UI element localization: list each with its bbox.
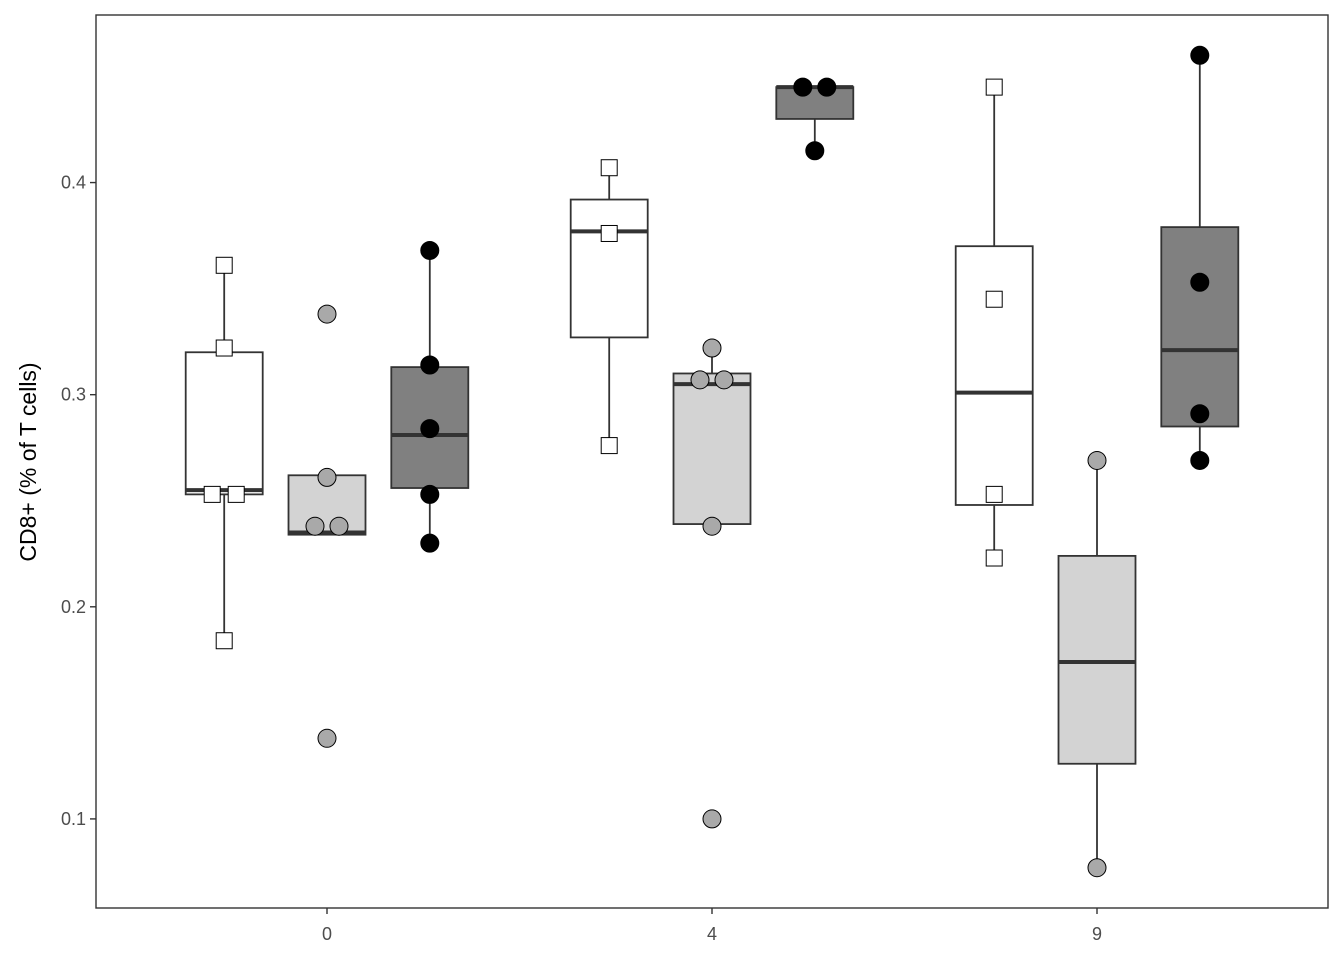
data-point <box>420 484 440 504</box>
data-point <box>420 355 440 375</box>
data-point <box>985 290 1003 308</box>
data-point <box>1190 404 1210 424</box>
data-point <box>1190 272 1210 292</box>
data-point <box>227 485 245 503</box>
data-point <box>1087 450 1107 470</box>
boxes-layer <box>184 55 1240 868</box>
box-series-2-cat-4 <box>775 85 855 151</box>
data-point <box>817 77 837 97</box>
x-tick-label: 9 <box>1092 924 1102 944</box>
box-iqr <box>569 198 649 339</box>
y-tick-label: 0.4 <box>61 173 86 193</box>
data-point <box>985 549 1003 567</box>
data-point <box>600 224 618 242</box>
box-series-0-cat-9 <box>954 87 1034 559</box>
data-point <box>215 256 233 274</box>
data-point <box>805 141 825 161</box>
data-point <box>702 516 722 536</box>
data-point <box>317 304 337 324</box>
data-point <box>1190 450 1210 470</box>
data-point <box>317 728 337 748</box>
data-point <box>420 240 440 260</box>
box-iqr <box>775 86 855 120</box>
data-point <box>203 485 221 503</box>
box-series-0-cat-0 <box>184 265 264 641</box>
data-point <box>215 339 233 357</box>
data-point <box>317 467 337 487</box>
box-iqr <box>1057 554 1137 765</box>
data-point <box>793 77 813 97</box>
x-axis: 0 4 9 <box>322 908 1102 944</box>
box-series-2-cat-9 <box>1160 55 1240 461</box>
x-tick-label: 4 <box>707 924 717 944</box>
box-series-1-cat-9 <box>1057 460 1137 868</box>
data-point <box>420 419 440 439</box>
x-tick-label: 0 <box>322 924 332 944</box>
y-tick-label: 0.1 <box>61 809 86 829</box>
data-point <box>690 370 710 390</box>
box-series-0-cat-4 <box>569 167 649 446</box>
data-point <box>1087 858 1107 878</box>
data-point <box>985 485 1003 503</box>
data-point <box>215 632 233 650</box>
data-point <box>600 437 618 455</box>
y-axis-title: CD8+ (% of T cells) <box>15 362 41 561</box>
data-point <box>702 338 722 358</box>
data-point <box>600 159 618 177</box>
box-iqr <box>954 245 1034 506</box>
box-iqr <box>184 351 264 496</box>
y-tick-label: 0.2 <box>61 597 86 617</box>
data-point <box>985 78 1003 96</box>
y-axis: 0.1 0.2 0.3 0.4 <box>61 173 96 829</box>
box-series-1-cat-4 <box>672 348 752 525</box>
data-point <box>1190 45 1210 65</box>
points-layer <box>203 45 1210 878</box>
data-point <box>702 809 722 829</box>
data-point <box>329 516 349 536</box>
data-point <box>420 533 440 553</box>
y-tick-label: 0.3 <box>61 385 86 405</box>
box-iqr <box>1160 226 1240 428</box>
box-iqr <box>672 372 752 525</box>
data-point <box>714 370 734 390</box>
data-point <box>305 516 325 536</box>
